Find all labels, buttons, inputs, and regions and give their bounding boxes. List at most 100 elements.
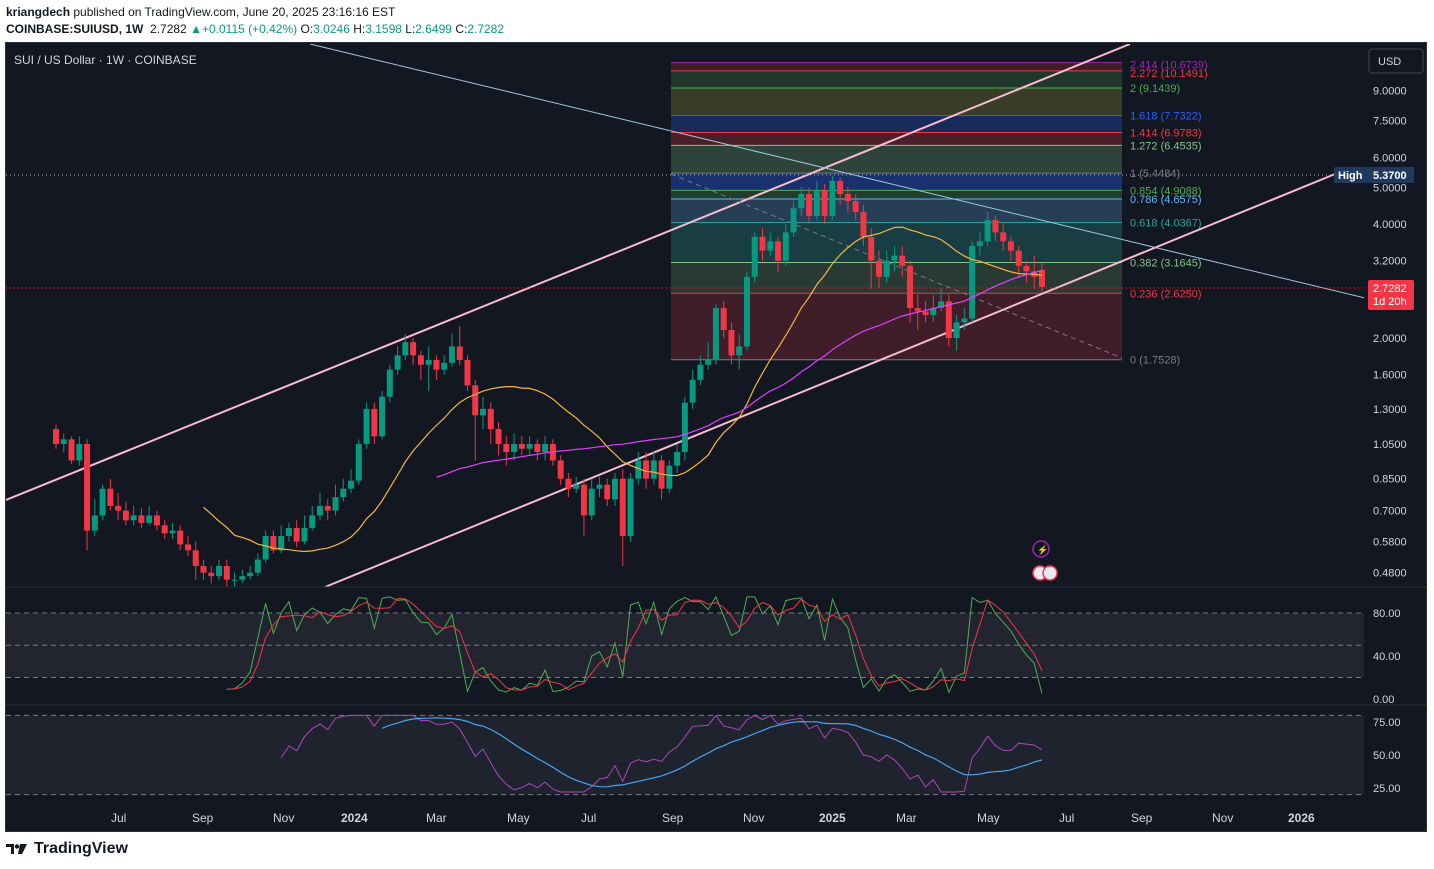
candle-body	[976, 241, 983, 246]
x-tick-label: Sep	[192, 811, 214, 825]
osc2-tick-label: 25.00	[1373, 783, 1401, 795]
candle-body	[208, 572, 215, 577]
fib-level-label: 0.854 (4.9088)	[1130, 185, 1202, 197]
candle-body	[782, 232, 789, 261]
publish-line: kriangdech published on TradingView.com,…	[6, 4, 504, 21]
fib-level-label: 0.786 (4.6575)	[1130, 194, 1202, 206]
x-tick-label: May	[977, 811, 1000, 825]
candle-body	[99, 488, 106, 516]
interval: , 1W	[118, 22, 144, 36]
fib-zone	[671, 70, 1122, 89]
x-tick-label: Mar	[426, 811, 447, 825]
osc2-ma-line	[381, 717, 1043, 788]
candle-body	[417, 355, 424, 365]
candle-body	[1039, 269, 1045, 287]
osc1-tick-label: 40.00	[1373, 651, 1401, 663]
candle-body	[169, 530, 176, 534]
candle-body	[107, 488, 114, 507]
candle-body	[91, 515, 98, 531]
y-tick-label: 7.5000	[1373, 116, 1407, 128]
last-price-label: 2.7282	[1373, 283, 1407, 295]
x-tick-label: Jul	[1059, 811, 1074, 825]
candle-body	[643, 460, 650, 479]
y-tick-label: 1.0500	[1373, 439, 1407, 451]
osc2-tick-label: 50.00	[1373, 750, 1401, 762]
tradingview-logo-icon	[6, 844, 27, 854]
candle-body	[278, 536, 285, 551]
candle-body	[503, 443, 510, 452]
candle-body	[285, 527, 292, 537]
high-value: 3.1598	[365, 22, 402, 36]
candle-body	[146, 515, 153, 523]
x-tick-label: 2024	[341, 811, 368, 825]
candle-body	[844, 194, 851, 202]
candle-body	[464, 359, 471, 386]
change: +0.0115 (+0.42%)	[201, 22, 298, 36]
candle-body	[712, 308, 719, 360]
osc2-rsi-line	[280, 714, 1043, 793]
fib-level-label: 0.236 (2.6250)	[1130, 288, 1202, 300]
candle-body	[565, 478, 572, 489]
osc1-tick-label: 80.00	[1373, 608, 1401, 620]
footer-brand: TradingView	[6, 840, 128, 858]
fib-zone	[671, 190, 1122, 199]
candle-body	[953, 322, 960, 338]
candle-body	[588, 488, 595, 516]
fib-level-label: 1.414 (6.9783)	[1130, 127, 1202, 139]
candle-body	[557, 460, 564, 479]
candle-body	[363, 408, 370, 444]
candle-body	[961, 318, 968, 323]
candle-body	[115, 506, 122, 511]
candle-body	[573, 484, 580, 489]
candle-body	[611, 478, 618, 500]
chart-title: SUI / US Dollar · 1W · COINBASE	[14, 53, 197, 67]
currency-button-label: USD	[1378, 56, 1401, 68]
publish-header: kriangdech published on TradingView.com,…	[6, 4, 504, 38]
candle-body	[262, 536, 269, 560]
currency-button[interactable]	[1368, 48, 1424, 74]
fib-level-label: 0.618 (4.0367)	[1130, 217, 1202, 229]
candle-body	[53, 429, 59, 444]
open-value: 3.0246	[313, 22, 350, 36]
fib-level-label: 2.414 (10.6739)	[1130, 60, 1208, 72]
candle-body	[130, 515, 137, 521]
x-tick-label: Jul	[581, 811, 596, 825]
y-tick-label: 3.2000	[1373, 256, 1407, 268]
candle-body	[402, 342, 409, 356]
c-label: C:	[455, 22, 468, 36]
fib-level-label: 2 (9.1439)	[1130, 83, 1180, 95]
candle-body	[316, 506, 323, 516]
lightning-glyph: ⚡	[1037, 544, 1048, 556]
fib-zone	[671, 198, 1122, 223]
channel-upper-line	[6, 44, 1131, 501]
candle-body	[511, 443, 518, 452]
close-value: 2.7282	[467, 22, 505, 36]
h-label: H:	[353, 22, 366, 36]
candle-body	[394, 355, 401, 370]
o-label: O:	[300, 22, 314, 36]
candle-body	[371, 408, 378, 437]
symbol-line: COINBASE:SUIUSD, 1W 2.7282 ▲+0.0115 (+0.…	[6, 21, 504, 38]
low-value: 2.6499	[415, 22, 452, 36]
x-tick-label: Nov	[1212, 811, 1233, 825]
channel-lower-line	[324, 171, 1341, 587]
fib-zone	[671, 88, 1122, 116]
fib-zone	[671, 173, 1122, 191]
candle-body	[184, 544, 191, 551]
candle-body	[899, 255, 906, 266]
candle-body	[689, 379, 696, 403]
candle-body	[907, 265, 914, 309]
author[interactable]: kriangdech	[6, 5, 71, 19]
fib-trend-dashed	[670, 173, 1123, 359]
candle-body	[487, 408, 494, 430]
osc1-k-line	[226, 595, 1043, 694]
candle-body	[969, 245, 976, 319]
candle-body	[984, 219, 991, 242]
candle-body	[495, 429, 502, 444]
candle-body	[301, 527, 308, 542]
footer-brand-text: TradingView	[34, 840, 128, 857]
osc2-tick-label: 75.00	[1373, 717, 1401, 729]
candle-body	[192, 550, 199, 566]
candle-body	[860, 212, 867, 237]
